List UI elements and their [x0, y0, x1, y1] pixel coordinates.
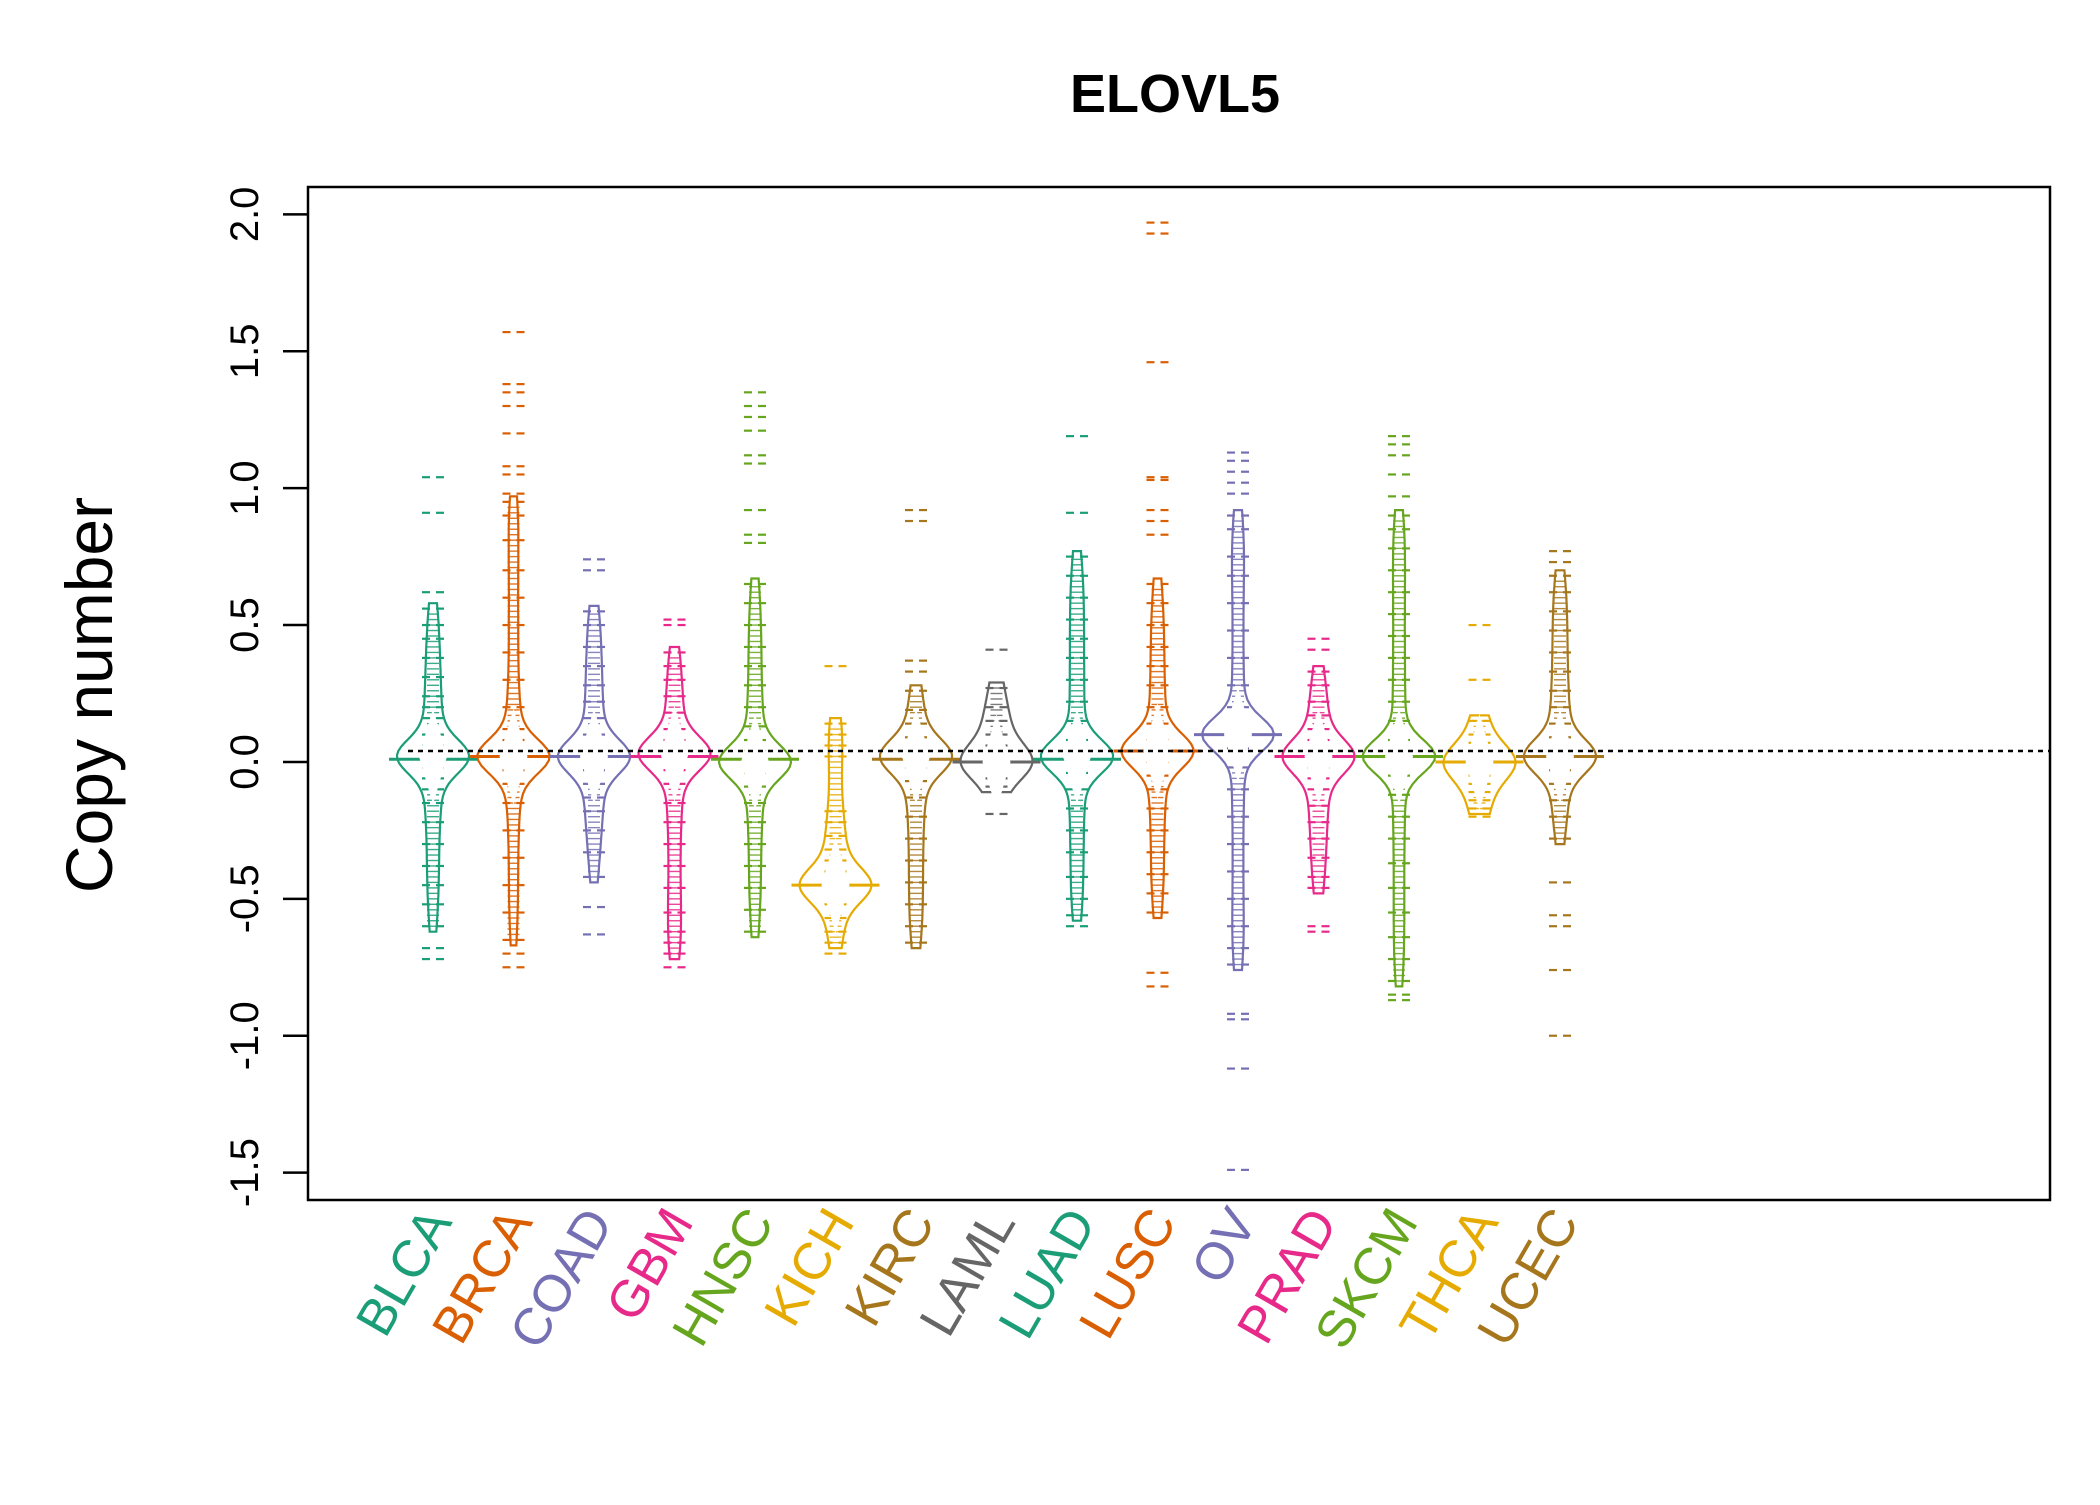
- bean-skcm: [1355, 435, 1443, 1002]
- bean-mode-highlight: [580, 708, 608, 805]
- bean-thca: [1435, 623, 1524, 818]
- bean-prad: [1274, 637, 1363, 933]
- bean-mode-highlight: [1385, 708, 1413, 805]
- y-tick-label: 1.0: [223, 460, 267, 516]
- bean-ov: [1194, 451, 1282, 1171]
- bean-gbm: [630, 618, 719, 969]
- beans-layer: [389, 221, 1604, 1171]
- bean-mode-highlight: [982, 713, 1011, 810]
- bean-mode-highlight: [1063, 708, 1091, 805]
- bean-mode-highlight: [1304, 708, 1333, 805]
- bean-blca: [389, 476, 477, 961]
- bean-density-outline: [798, 717, 873, 950]
- y-tick-label: -1.5: [223, 1138, 267, 1207]
- bean-mode-highlight: [741, 713, 769, 810]
- bean-mode-highlight: [902, 708, 930, 805]
- chart-title: ELOVL5: [1070, 64, 1280, 124]
- bean-mode-highlight: [821, 837, 850, 934]
- x-axis-labels: BLCABRCACOADGBMHNSCKICHKIRCLAMLLUADLUSCO…: [345, 1199, 1590, 1358]
- bean-ucec: [1516, 550, 1604, 1037]
- bean-density-outline: [395, 602, 471, 933]
- bean-hnsc: [711, 391, 799, 939]
- y-axis-label: Copy number: [52, 497, 126, 893]
- bean-mode-highlight: [499, 708, 528, 805]
- bean-coad: [550, 558, 638, 936]
- y-tick-label: -0.5: [223, 864, 267, 933]
- bean-density-outline: [1442, 714, 1517, 816]
- bean-density-outline: [1039, 550, 1115, 922]
- y-tick-label: 1.5: [223, 323, 267, 379]
- bean-density-outline: [878, 684, 954, 950]
- bean-mode-highlight: [1143, 702, 1172, 799]
- bean-density-outline: [1361, 509, 1437, 988]
- y-axis: -1.5 -1.0 -0.5 0.0 0.5 1.0 1.5 2.0: [223, 187, 308, 1207]
- y-tick-label: -1.0: [223, 1001, 267, 1070]
- bean-mode-highlight: [660, 705, 689, 802]
- bean-kirc: [872, 508, 960, 950]
- y-tick-label: 2.0: [223, 187, 267, 243]
- y-tick-label: 0.0: [223, 734, 267, 790]
- bean-mode-highlight: [1465, 713, 1494, 810]
- bean-luad: [1033, 435, 1121, 928]
- bean-mode-highlight: [1224, 686, 1252, 783]
- bean-density-outline: [717, 577, 793, 939]
- bean-density-outline: [1200, 509, 1276, 972]
- bean-lusc: [1113, 221, 1202, 988]
- y-tick-label: 0.5: [223, 597, 267, 653]
- bean-density-outline: [476, 495, 551, 947]
- bean-kich: [791, 665, 880, 955]
- bean-brca: [469, 331, 558, 969]
- bean-density-outline: [556, 604, 632, 884]
- bean-mode-highlight: [419, 708, 447, 805]
- bean-density-outline: [1281, 665, 1356, 895]
- bean-laml: [952, 648, 1041, 816]
- bean-mode-highlight: [1546, 708, 1574, 805]
- bean-density-outline: [637, 645, 712, 961]
- plot-frame: [306, 185, 2052, 1202]
- bean-density-outline: [959, 681, 1034, 794]
